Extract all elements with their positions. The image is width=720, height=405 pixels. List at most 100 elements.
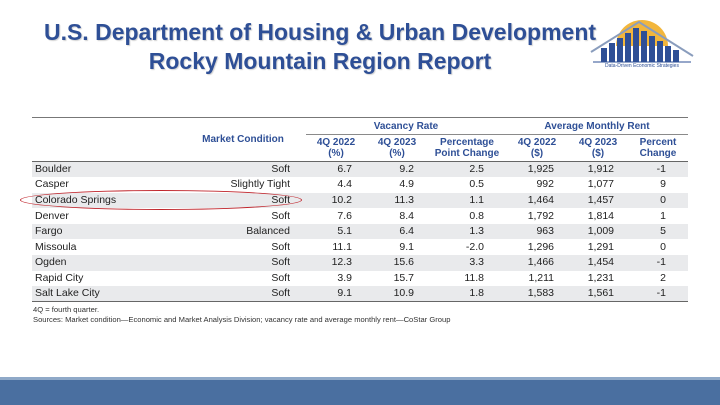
cell-rent-change: -1 (628, 255, 689, 271)
cell-rent-2022: 1,583 (506, 286, 568, 303)
sources-note: Sources: Market condition—Economic and M… (33, 315, 451, 324)
cell-vac-2023: 9.2 (366, 161, 428, 178)
cell-condition: Soft (180, 161, 306, 178)
title-line-1: U.S. Department of Housing & Urban Devel… (43, 19, 597, 45)
cell-condition: Balanced (180, 223, 306, 240)
table-notes: 4Q = fourth quarter. Sources: Market con… (33, 305, 693, 325)
cell-rent-2023: 1,077 (587, 178, 614, 191)
cell-rent-2022: 1,211 (528, 271, 555, 284)
cell-rent-2023: 1,814 (587, 209, 614, 222)
cell-vac-2022: 5.1 (306, 223, 366, 240)
page-title: U.S. Department of Housing & Urban Devel… (40, 18, 600, 76)
header-city (32, 134, 180, 162)
cell-vac-change: 11.8 (464, 271, 484, 284)
cell-rent-2022: 1,925 (506, 161, 568, 178)
highlight-oval (20, 190, 302, 210)
cell-vac-2022: 6.7 (306, 161, 366, 178)
table-row: Casper Slightly Tight 4.4 4.9 0.5 992 1,… (32, 177, 688, 193)
cell-vac-change: 1.3 (428, 223, 506, 240)
cell-vac-change: 2.5 (428, 161, 506, 178)
table-row: Boulder Soft 6.7 9.2 2.5 1,925 1,912 -1 (32, 161, 689, 178)
cell-vac-2023: 6.4 (366, 223, 428, 240)
cell-rent-2022: 1,464 (506, 192, 568, 209)
header-average-rent: Average Monthly Rent (506, 117, 689, 135)
cell-city: Missoula (35, 240, 77, 253)
cell-vac-2023: 11.3 (366, 192, 428, 209)
cell-vac-change: 1.8 (428, 286, 506, 303)
cell-vac-2023: 8.4 (399, 209, 414, 222)
cell-vac-change: 3.3 (428, 255, 506, 271)
title-line-2: Rocky Mountain Region Report (148, 48, 492, 74)
cell-rent-change: -1 (628, 161, 689, 178)
cell-city: Ogden (32, 255, 180, 271)
cell-condition: Soft (271, 271, 290, 284)
cell-condition: Slightly Tight (230, 178, 290, 191)
cell-vac-2022: 10.2 (306, 192, 366, 209)
header-vac-2022: 4Q 2022 (%) (306, 134, 366, 162)
table-row: Salt Lake City Soft 9.1 10.9 1.8 1,583 1… (32, 286, 689, 303)
cell-vac-2022: 4.4 (337, 178, 352, 191)
cell-condition: Soft (271, 240, 290, 253)
footnote: 4Q = fourth quarter. (33, 305, 100, 314)
header-vac-2023: 4Q 2023 (%) (366, 134, 428, 162)
cell-city: Rapid City (35, 271, 84, 284)
table-row: Denver Soft 7.6 8.4 0.8 1,792 1,814 1 (32, 208, 688, 224)
header-rent-2023: 4Q 2023 ($) (568, 134, 628, 162)
cell-rent-change: 2 (660, 271, 667, 284)
cell-vac-2023: 10.9 (366, 286, 428, 303)
cell-rent-2023: 1,912 (568, 161, 628, 178)
header-market-condition: Market Condition (180, 117, 306, 162)
cell-rent-2023: 1,454 (568, 255, 628, 271)
cell-vac-change: -2.0 (465, 240, 484, 253)
table-row: Rapid City Soft 3.9 15.7 11.8 1,211 1,23… (32, 271, 688, 287)
cell-rent-2023: 1,231 (587, 271, 614, 284)
cell-rent-2022: 1,296 (527, 240, 554, 253)
market-table: Market Condition Vacancy Rate Average Mo… (32, 117, 689, 303)
cell-city: Denver (35, 209, 69, 222)
header-rent-change: Percent Change (628, 134, 689, 162)
cell-vac-2023: 15.7 (393, 271, 414, 284)
cell-rent-2022: 1,466 (506, 255, 568, 271)
header-vac-change: Percentage Point Change (428, 134, 506, 162)
cell-rent-change: 5 (628, 223, 689, 240)
cell-rent-2023: 1,561 (568, 286, 628, 303)
cell-city: Boulder (32, 161, 180, 178)
cell-rent-change: 9 (660, 178, 667, 191)
cell-vac-change: 0.8 (469, 209, 484, 222)
cell-vac-2022: 9.1 (306, 286, 366, 303)
cell-rent-change: 1 (660, 209, 667, 222)
cell-vac-change: 0.5 (469, 178, 484, 191)
cell-rent-2023: 1,291 (587, 240, 614, 253)
cell-rent-2023: 1,009 (568, 223, 628, 240)
footer-bar (0, 377, 720, 405)
cell-city: Casper (35, 178, 69, 191)
header-city-blank (32, 117, 180, 135)
cell-vac-2022: 12.3 (306, 255, 366, 271)
cell-condition: Soft (271, 209, 290, 222)
table-row: Missoula Soft 11.1 9.1 -2.0 1,296 1,291 … (32, 239, 688, 255)
skyline-logo (583, 20, 701, 74)
cell-vac-2022: 3.9 (337, 271, 352, 284)
logo-caption: Data-Driven Economic Strategies (605, 63, 679, 69)
cell-vac-2023: 9.1 (399, 240, 414, 253)
cell-rent-2023: 1,457 (568, 192, 628, 209)
cell-vac-2023: 15.6 (366, 255, 428, 271)
cell-rent-2022: 963 (506, 223, 568, 240)
cell-rent-2022: 1,792 (527, 209, 554, 222)
cell-rent-change: -1 (628, 286, 689, 303)
table-row: Ogden Soft 12.3 15.6 3.3 1,466 1,454 -1 (32, 255, 689, 271)
cell-condition: Soft (180, 255, 306, 271)
table-row: Fargo Balanced 5.1 6.4 1.3 963 1,009 5 (32, 223, 689, 240)
cell-vac-2022: 7.6 (337, 209, 352, 222)
cell-vac-change: 1.1 (428, 192, 506, 209)
cell-rent-change: 0 (660, 240, 667, 253)
header-rent-2022: 4Q 2022 ($) (506, 134, 568, 162)
cell-vac-2023: 4.9 (399, 178, 414, 191)
cell-city: Fargo (32, 223, 180, 240)
header-vacancy-rate: Vacancy Rate (306, 117, 506, 135)
cell-rent-2022: 992 (536, 178, 554, 191)
cell-condition: Soft (180, 286, 306, 303)
cell-rent-change: 0 (628, 192, 689, 209)
cell-city: Salt Lake City (32, 286, 180, 303)
cell-vac-2022: 11.1 (332, 240, 352, 253)
